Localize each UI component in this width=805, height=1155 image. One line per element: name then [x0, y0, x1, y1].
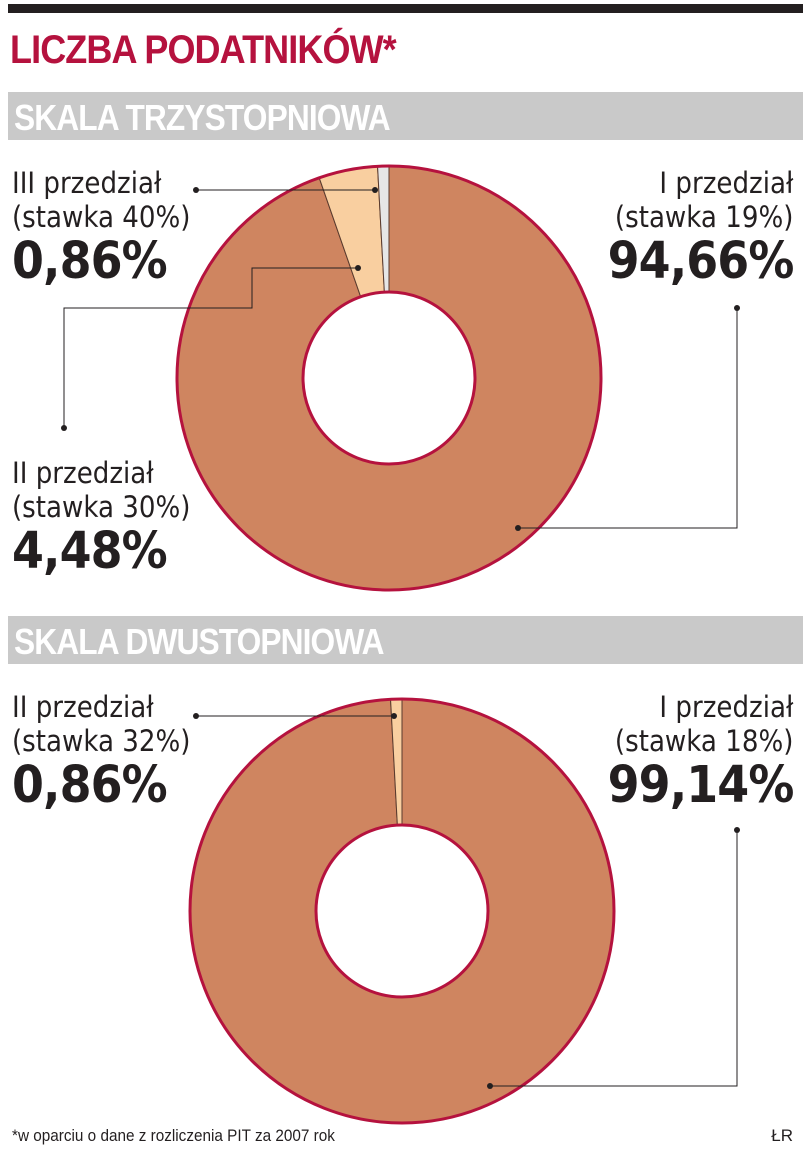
label-two-step-bracket-1: I przedział (stawka 18%) 99,14% — [587, 690, 794, 815]
bracket-share: 0,86% — [12, 232, 168, 291]
section-band-three-step — [8, 92, 803, 140]
leader-dot-end — [487, 1083, 493, 1089]
bracket-name: I przedział — [659, 690, 793, 724]
leader-dot-end — [355, 265, 361, 271]
donut-outer-outline — [188, 697, 616, 1125]
leader-line-bracket-2 — [63, 267, 358, 428]
bracket-name: II przedział — [12, 690, 154, 724]
author-initials: ŁR — [771, 1126, 793, 1145]
leader-dot-start — [734, 827, 740, 833]
section-title-two-step: SKALA DWUSTOPNIOWA — [14, 621, 384, 662]
top-rule — [8, 4, 803, 13]
label-three-step-bracket-3: III przedział (stawka 40%) 0,86% — [12, 166, 210, 290]
bracket-rate: (stawka 32%) — [12, 724, 191, 758]
main-title: LICZBA PODATNIKÓW* — [10, 28, 397, 72]
leader-dot-start — [193, 187, 199, 193]
bracket-name: I przedział — [659, 166, 793, 200]
label-two-step-bracket-2: II przedział (stawka 32%) 0,86% — [12, 690, 210, 814]
bracket-rate: (stawka 18%) — [614, 724, 793, 758]
bracket-share: 0,86% — [12, 756, 168, 815]
leader-line-bracket-1 — [490, 830, 738, 1087]
leader-dot-start — [193, 713, 199, 719]
bracket-rate: (stawka 19%) — [614, 200, 793, 234]
section-title-three-step: SKALA TRZYSTOPNIOWA — [14, 97, 391, 138]
bracket-share: 99,14% — [607, 756, 794, 815]
donut-inner-outline — [301, 290, 477, 466]
leader-dot-end — [391, 713, 397, 719]
leader-dot-start — [734, 305, 740, 311]
donut-inner-outline — [314, 823, 490, 999]
bracket-name: II przedział — [12, 456, 154, 490]
bracket-share: 4,48% — [12, 522, 168, 581]
footnote: *w oparciu o dane z rozliczenia PIT za 2… — [12, 1126, 335, 1145]
donut-outer-outline — [175, 164, 603, 592]
donut-chart-three-step — [61, 164, 740, 592]
section-band-two-step — [8, 616, 803, 664]
leader-dot-end — [515, 525, 521, 531]
donut-chart-two-step — [188, 697, 740, 1125]
label-three-step-bracket-1: I przedział (stawka 19%) 94,66% — [587, 166, 794, 291]
bracket-rate: (stawka 30%) — [12, 490, 191, 524]
leader-line-bracket-1 — [518, 308, 738, 529]
leader-dot-end — [372, 187, 378, 193]
bracket-rate: (stawka 40%) — [12, 200, 191, 234]
bracket-name: III przedział — [12, 166, 162, 200]
label-three-step-bracket-2: II przedział (stawka 30%) 4,48% — [12, 456, 210, 580]
leader-dot-start — [61, 425, 67, 431]
bracket-share: 94,66% — [607, 232, 794, 291]
